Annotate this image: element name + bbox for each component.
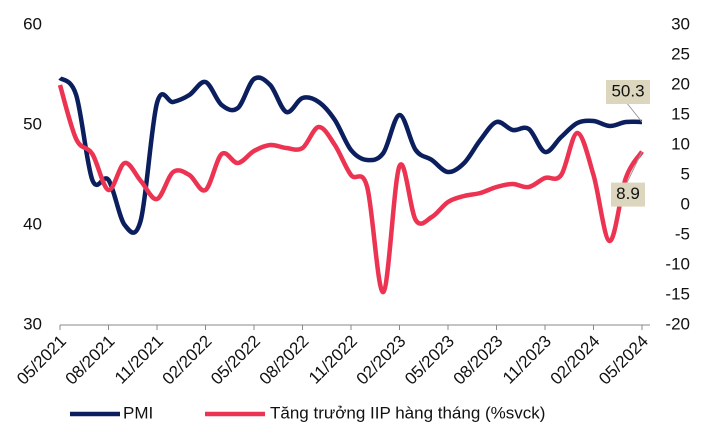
legend-label: Tăng trưởng IIP hàng tháng (%svck) <box>270 403 545 422</box>
y2-tick-label: 20 <box>671 74 690 93</box>
y2-tick-label: -10 <box>665 254 690 273</box>
y2-tick-label: 10 <box>671 134 690 153</box>
value-label: 50.3 <box>611 81 644 100</box>
x-tick-label: 08/2021 <box>62 332 119 389</box>
x-tick-label: 02/2024 <box>547 332 604 389</box>
label-leader <box>625 151 643 185</box>
y2-tick-label: 30 <box>671 14 690 33</box>
value-label-box <box>611 182 645 207</box>
y2-tick-label: -20 <box>665 314 690 333</box>
x-tick-label: 11/2022 <box>305 332 361 388</box>
y-tick-label: 50 <box>23 114 42 133</box>
y-tick-label: 30 <box>23 314 42 333</box>
y2-tick-label: -5 <box>675 224 690 243</box>
label-leader <box>625 101 643 123</box>
x-tick-label: 11/2021 <box>111 332 167 388</box>
x-tick-label: 11/2023 <box>499 332 555 388</box>
series-line <box>57 84 644 295</box>
y2-tick-label: 5 <box>681 164 690 183</box>
legend-label: PMI <box>123 403 153 422</box>
y-tick-label: 60 <box>23 14 42 33</box>
y2-tick-label: 25 <box>671 44 690 63</box>
x-tick-label: 05/2021 <box>13 332 70 389</box>
x-tick-label: 05/2024 <box>595 332 652 389</box>
value-label-box <box>606 80 650 104</box>
x-tick-label: 05/2023 <box>401 332 458 389</box>
x-tick-label: 08/2022 <box>256 332 313 389</box>
series-line <box>58 75 643 235</box>
x-tick-label: 05/2022 <box>207 332 264 389</box>
y2-tick-label: 15 <box>671 104 690 123</box>
x-tick-label: 02/2023 <box>353 332 410 389</box>
x-tick-label: 02/2022 <box>159 332 216 389</box>
x-tick-label: 08/2023 <box>450 332 507 389</box>
y2-tick-label: 0 <box>681 194 690 213</box>
value-label: 8.9 <box>616 184 640 203</box>
y-tick-label: 40 <box>23 214 42 233</box>
y2-tick-label: -15 <box>665 284 690 303</box>
